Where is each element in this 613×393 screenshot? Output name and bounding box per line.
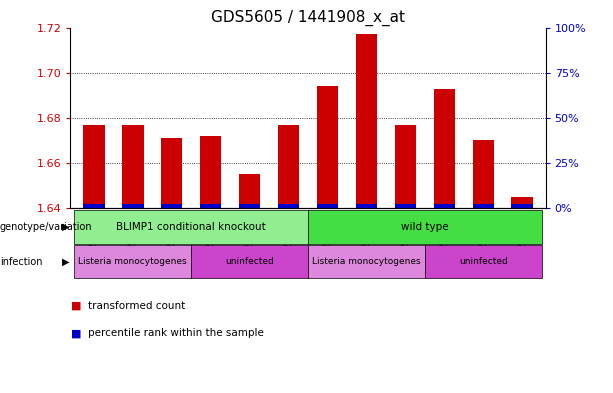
- Text: Listeria monocytogenes: Listeria monocytogenes: [78, 257, 187, 266]
- Text: Listeria monocytogenes: Listeria monocytogenes: [312, 257, 421, 266]
- Bar: [473, 140, 494, 208]
- Bar: [278, 125, 299, 208]
- Bar: [239, 204, 261, 208]
- Text: genotype/variation: genotype/variation: [0, 222, 93, 232]
- Text: wild type: wild type: [401, 222, 449, 232]
- Bar: [122, 125, 143, 208]
- Text: ▶: ▶: [63, 222, 70, 232]
- Bar: [200, 204, 221, 208]
- Bar: [161, 204, 183, 208]
- Bar: [511, 204, 533, 208]
- Bar: [473, 204, 494, 208]
- Bar: [200, 136, 221, 208]
- Text: ■: ■: [70, 301, 81, 311]
- Bar: [433, 88, 455, 208]
- Text: uninfected: uninfected: [225, 257, 274, 266]
- Bar: [161, 138, 183, 208]
- Text: BLIMP1 conditional knockout: BLIMP1 conditional knockout: [116, 222, 266, 232]
- Bar: [395, 125, 416, 208]
- Text: infection: infection: [0, 257, 42, 266]
- Title: GDS5605 / 1441908_x_at: GDS5605 / 1441908_x_at: [211, 10, 405, 26]
- Text: ▶: ▶: [63, 257, 70, 266]
- Bar: [239, 174, 261, 208]
- Text: uninfected: uninfected: [459, 257, 508, 266]
- Bar: [356, 204, 377, 208]
- Bar: [83, 204, 105, 208]
- Bar: [83, 125, 105, 208]
- Bar: [395, 204, 416, 208]
- Text: transformed count: transformed count: [88, 301, 185, 311]
- Bar: [356, 34, 377, 208]
- Text: percentile rank within the sample: percentile rank within the sample: [88, 328, 264, 338]
- Bar: [122, 204, 143, 208]
- Bar: [278, 204, 299, 208]
- Bar: [511, 197, 533, 208]
- Text: ■: ■: [70, 328, 81, 338]
- Bar: [317, 86, 338, 208]
- Bar: [433, 204, 455, 208]
- Bar: [317, 204, 338, 208]
